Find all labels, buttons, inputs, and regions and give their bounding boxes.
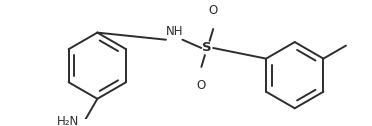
- Text: S: S: [202, 41, 212, 54]
- Text: NH: NH: [166, 25, 183, 38]
- Text: O: O: [197, 79, 206, 92]
- Text: H₂N: H₂N: [57, 115, 80, 126]
- Text: O: O: [209, 4, 218, 17]
